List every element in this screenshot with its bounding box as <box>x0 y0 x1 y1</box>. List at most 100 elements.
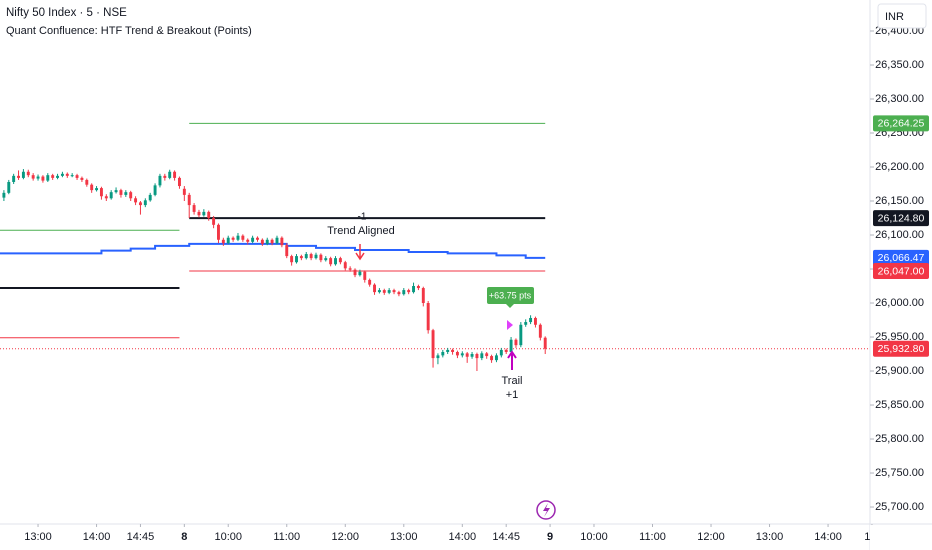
y-tick-label: 25,800.00 <box>875 433 924 445</box>
candle-body <box>275 237 279 244</box>
price-label: 25,932.80 <box>878 343 925 355</box>
candle-body <box>407 290 411 293</box>
candle-body <box>519 324 523 346</box>
candle-body <box>319 254 323 261</box>
profit-badge <box>487 287 534 304</box>
candle-body <box>173 171 177 178</box>
candle-body <box>192 205 196 212</box>
candle-body <box>309 254 313 259</box>
candle-body <box>543 337 547 349</box>
candle-body <box>494 355 498 361</box>
candle-body <box>119 190 123 195</box>
currency: INR <box>885 11 904 23</box>
candle-body <box>470 354 474 357</box>
candle-body <box>109 192 113 199</box>
price-label-box <box>873 249 929 266</box>
candle-body <box>265 239 269 244</box>
indicator-name: Quant Confluence: HTF Trend & Breakout (… <box>6 25 252 37</box>
candle-body <box>446 349 450 352</box>
candle-body <box>197 211 201 216</box>
candle-body <box>226 237 230 244</box>
candle-body <box>538 324 542 338</box>
candle-body <box>377 290 381 293</box>
price-label-box <box>873 210 929 227</box>
candle-body <box>270 239 274 244</box>
y-tick-label: 25,700.00 <box>875 501 924 513</box>
candle-body <box>95 188 99 191</box>
candle-body <box>236 235 240 240</box>
candle-body <box>31 175 35 179</box>
candle-body <box>56 175 60 178</box>
candle-body <box>138 202 142 206</box>
x-tick-label: 14:00 <box>83 531 111 543</box>
profit-label: +63.75 pts <box>489 290 532 300</box>
candle-body <box>529 317 533 323</box>
y-tick-label: 26,100.00 <box>875 229 924 241</box>
y-tick-label: 26,150.00 <box>875 195 924 207</box>
candle-body <box>85 179 89 185</box>
x-tick-label: 13:00 <box>390 531 418 543</box>
candle-body <box>17 175 20 178</box>
candle-body <box>168 171 172 178</box>
candle-body <box>368 279 372 285</box>
candle-body <box>212 218 216 225</box>
candle-body <box>353 269 357 276</box>
candle-body <box>460 353 464 356</box>
candle-body <box>207 211 211 219</box>
y-tick-label: 26,000.00 <box>875 297 924 309</box>
currency-box[interactable] <box>877 3 927 29</box>
candle-body <box>124 192 128 195</box>
candle-body <box>134 198 138 203</box>
chart-title: Nifty 50 Index · 5 · NSE <box>6 7 127 19</box>
x-tick-label: 10:00 <box>214 531 242 543</box>
y-tick-label: 25,750.00 <box>875 467 924 479</box>
x-tick-label: 13:00 <box>24 531 52 543</box>
candle-body <box>26 171 30 176</box>
candle-body <box>143 200 147 206</box>
candle-body <box>60 173 64 176</box>
candle-body <box>129 192 133 199</box>
candle-body <box>51 175 55 178</box>
candle-body <box>499 349 503 356</box>
trend-line <box>0 242 546 259</box>
candle-body <box>509 339 513 352</box>
alert-icon[interactable] <box>536 500 556 520</box>
candle-body <box>338 258 342 263</box>
candle-body <box>465 353 469 357</box>
candle-body <box>295 256 298 263</box>
candle-body <box>514 339 518 346</box>
x-tick-label: 13:00 <box>756 531 784 543</box>
candle-body <box>436 355 440 359</box>
price-label: 26,066.47 <box>878 252 925 264</box>
candle-body <box>65 173 69 176</box>
candle-body <box>421 288 425 304</box>
price-label: 26,264.25 <box>878 118 925 130</box>
candle-body <box>524 322 528 325</box>
candle-body <box>441 351 445 356</box>
candle-body <box>75 175 79 178</box>
candle-body <box>231 237 235 240</box>
candle-body <box>304 254 308 259</box>
candle-body <box>148 194 152 201</box>
y-tick-label: 25,950.00 <box>875 331 924 343</box>
candle-body <box>504 349 508 352</box>
candle-body <box>334 258 337 265</box>
x-tick-label: 10:00 <box>580 531 608 543</box>
candle-body <box>343 262 347 269</box>
candle-body <box>373 284 376 293</box>
candle-body <box>397 292 401 295</box>
candle-body <box>256 237 259 240</box>
candle-body <box>241 235 245 240</box>
signal-arrow <box>355 244 365 261</box>
candle-body <box>480 353 484 359</box>
candle-body <box>158 175 162 186</box>
candle-body <box>490 356 494 361</box>
candle-body <box>299 256 303 259</box>
candle-body <box>36 176 40 179</box>
trail-label: Trail <box>502 375 523 387</box>
candle-body <box>329 258 333 265</box>
x-tick-label: 8 <box>181 531 187 543</box>
profit-badge-tip <box>506 304 514 308</box>
candle-body <box>217 224 220 240</box>
candle-body <box>12 175 16 182</box>
